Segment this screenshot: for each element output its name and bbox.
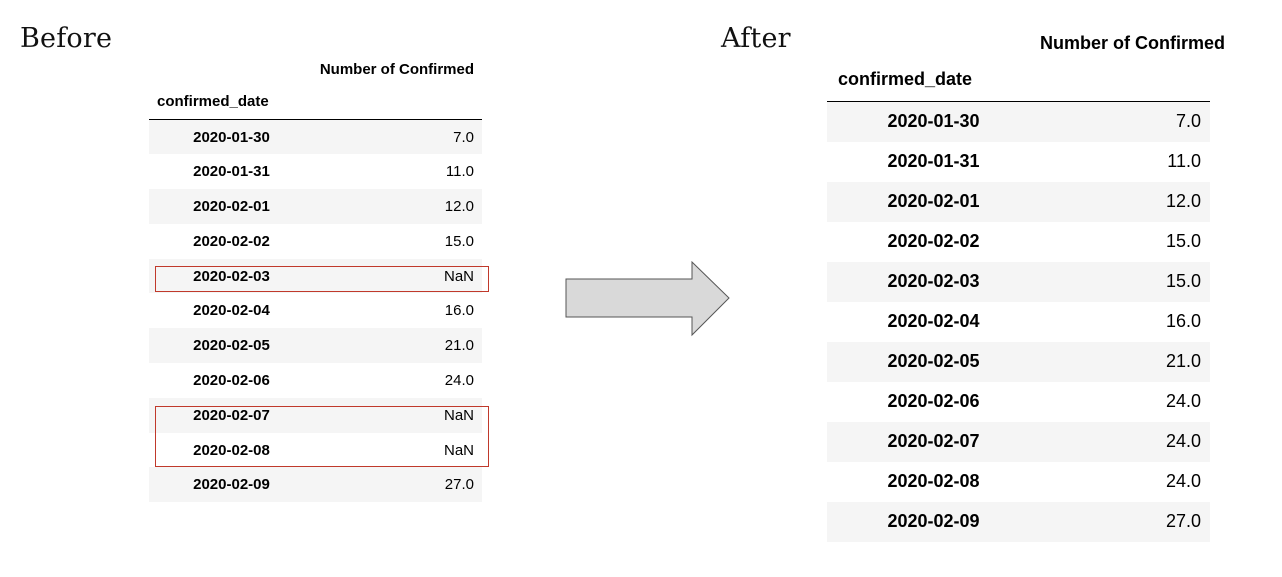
row-date: 2020-02-04 [193,302,270,320]
row-date: 2020-02-03 [193,267,270,285]
row-value: 24.0 [1165,471,1201,491]
row-value: 11.0 [445,163,474,181]
row-date: 2020-01-30 [887,111,980,132]
index-name-row: confirmed_date [827,58,1210,102]
column-header: Number of Confirmed [319,61,474,78]
row-value: 7.0 [1175,111,1201,132]
row-date: 2020-02-05 [887,351,980,371]
row-value: NaN [443,441,474,459]
table-row: 2020-02-05 21.0 [149,328,482,364]
row-value: 16.0 [444,302,474,320]
row-value: 16.0 [1165,311,1201,331]
index-name-row: confirmed_date [149,83,482,120]
row-value: 24.0 [1165,431,1201,451]
row-date: 2020-02-08 [887,471,980,491]
table-row: 2020-01-30 7.0 [149,119,482,155]
header-row: Number of Confirmed [149,56,482,83]
row-date: 2020-02-08 [193,441,270,459]
table-row: 2020-02-07 24.0 [827,421,1210,462]
row-value: NaN [443,267,474,285]
table-row: 2020-01-31 11.0 [827,141,1210,182]
table-row: 2020-02-06 24.0 [149,363,482,398]
row-value: 27.0 [444,476,474,494]
after-table: Number of Confirmed confirmed_date 2020-… [827,28,1226,542]
table-row: 2020-01-31 11.0 [149,154,482,190]
table-row: 2020-02-04 16.0 [149,293,482,329]
row-date: 2020-01-31 [193,163,270,181]
row-date: 2020-02-02 [193,232,270,250]
table-row: 2020-02-05 21.0 [827,341,1210,382]
row-value: 15.0 [1165,271,1201,291]
before-table: Number of Confirmed confirmed_date 2020-… [149,56,482,503]
row-value: 12.0 [444,197,474,215]
nan-highlight-box [155,266,489,292]
table-row: 2020-02-08 24.0 [827,461,1210,502]
row-value: 15.0 [1165,231,1201,251]
header-blank-cell [827,28,1040,58]
index-name: confirmed_date [149,83,314,120]
row-value: 24.0 [1165,391,1201,411]
row-value: 7.0 [453,128,474,146]
table-row: 2020-02-08 NaN [149,432,482,468]
table-row: 2020-02-09 27.0 [827,501,1210,542]
column-header: Number of Confirmed [1040,32,1226,53]
table-row: 2020-02-04 16.0 [827,301,1210,342]
row-date: 2020-01-30 [193,128,270,146]
table-row: 2020-02-03 NaN [149,258,482,294]
right-arrow-icon [565,261,730,337]
table-row: 2020-02-01 12.0 [149,189,482,224]
row-date: 2020-02-09 [887,511,980,531]
row-date: 2020-02-07 [887,431,980,451]
table-row: 2020-02-06 24.0 [827,381,1210,422]
row-value: NaN [443,406,474,424]
row-date: 2020-02-03 [887,271,980,291]
row-date: 2020-02-05 [193,337,270,355]
row-value: 21.0 [1165,351,1201,371]
before-caption: Before [20,23,113,54]
row-date: 2020-02-06 [887,391,980,411]
row-date: 2020-02-01 [887,191,980,211]
row-date: 2020-02-07 [193,406,270,424]
row-value: 27.0 [1165,511,1201,531]
index-name: confirmed_date [827,58,1040,102]
row-value: 11.0 [1167,151,1201,171]
after-caption: After [721,23,791,54]
table-row: 2020-02-01 12.0 [827,181,1210,222]
header-row: Number of Confirmed [827,28,1226,58]
nan-highlight-box [155,406,489,467]
row-value: 24.0 [444,371,474,389]
table-row: 2020-01-30 7.0 [827,101,1210,142]
header-blank-cell [149,56,314,83]
row-date: 2020-02-06 [193,371,270,389]
table-row: 2020-02-02 15.0 [149,223,482,259]
row-date: 2020-02-02 [887,231,980,251]
table-row: 2020-02-09 27.0 [149,467,482,503]
row-date: 2020-02-01 [193,197,270,215]
table-row: 2020-02-02 15.0 [827,221,1210,262]
table-row: 2020-02-03 15.0 [827,261,1210,302]
index-name-blank-cell [314,83,482,120]
row-date: 2020-02-04 [887,311,980,331]
row-date: 2020-02-09 [193,476,270,494]
row-value: 21.0 [444,337,474,355]
row-value: 15.0 [444,232,474,250]
index-name-blank-cell [1040,58,1210,102]
row-value: 12.0 [1165,191,1201,211]
table-row: 2020-02-07 NaN [149,397,482,433]
row-date: 2020-01-31 [887,151,980,171]
